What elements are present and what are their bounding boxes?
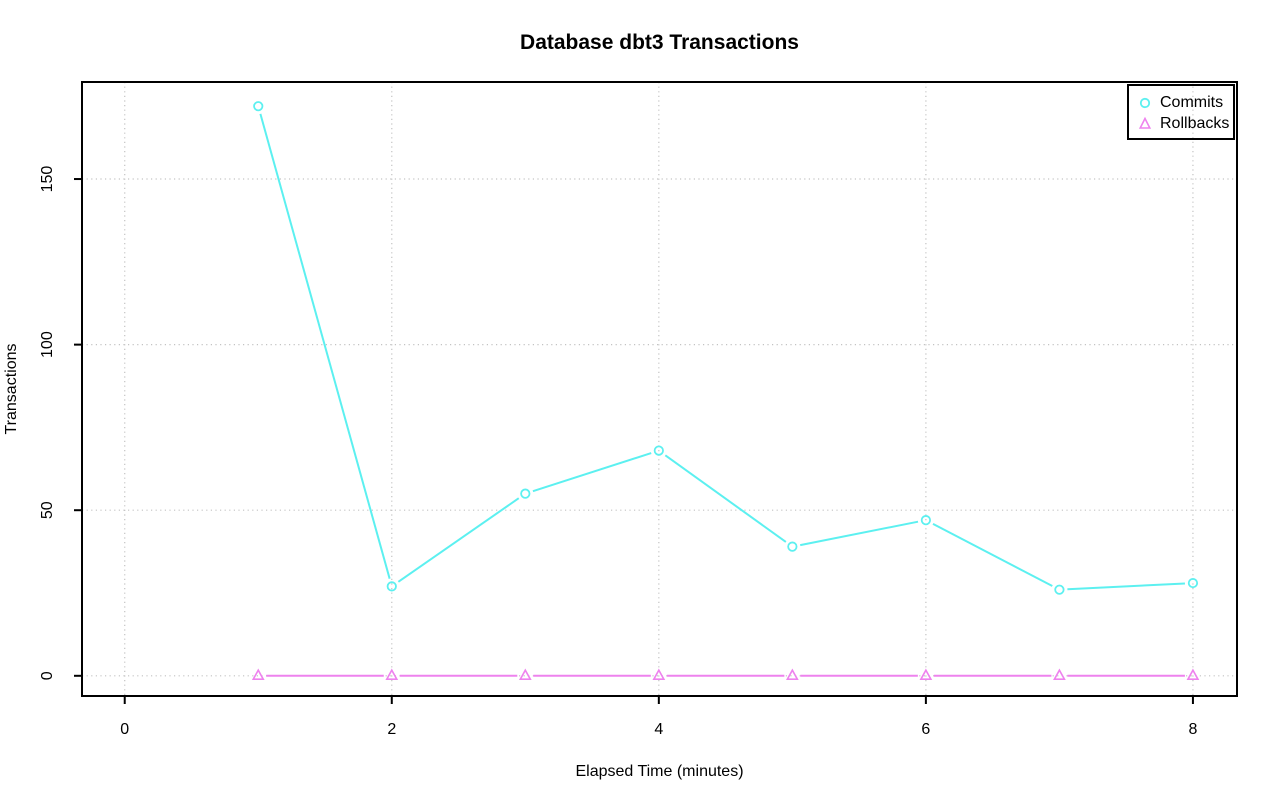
legend: Commits Rollbacks (1127, 84, 1235, 140)
chart-title: Database dbt3 Transactions (520, 31, 799, 54)
series-segment-commits (259, 113, 391, 579)
marker-commits (653, 445, 664, 456)
x-tick-label: 0 (120, 721, 129, 738)
x-axis-title: Elapsed Time (minutes) (575, 763, 743, 780)
axis-layer: 0 2 4 6 8 0 50 100 150 (39, 81, 1238, 738)
y-axis-title: Transactions (3, 344, 20, 435)
series-segment-commits (397, 497, 520, 583)
series-segment-commits (664, 454, 787, 543)
legend-label-rollbacks: Rollbacks (1160, 114, 1230, 132)
legend-triangle-marker (1138, 116, 1152, 129)
series-segment-commits (532, 452, 652, 493)
legend-item-rollbacks: Rollbacks (1129, 113, 1233, 134)
y-tick-label: 0 (39, 671, 56, 680)
marker-rollbacks (1186, 668, 1200, 680)
x-tick-label: 2 (387, 721, 396, 738)
marker-rollbacks (652, 668, 666, 680)
marker-rollbacks (518, 668, 532, 680)
x-tick-label: 6 (921, 721, 930, 738)
x-tick-label: 8 (1188, 721, 1197, 738)
y-tick-label: 50 (39, 501, 56, 519)
series-segment-commits (800, 520, 919, 547)
legend-circle-marker (1139, 97, 1151, 108)
commits-circle-icon (1139, 97, 1151, 108)
marker-commits (386, 581, 397, 592)
marker-rollbacks (251, 668, 265, 680)
marker-rollbacks (385, 668, 399, 680)
y-tick-label: 150 (39, 166, 56, 193)
marker-commits (253, 101, 264, 112)
plot-border (81, 81, 1238, 697)
series-segment-commits (932, 522, 1053, 587)
marker-rollbacks (1053, 668, 1066, 680)
rollbacks-triangle-icon (1138, 116, 1152, 129)
marker-commits (1054, 584, 1065, 595)
marker-commits (920, 515, 931, 526)
series-layer (251, 101, 1200, 680)
marker-rollbacks (785, 668, 799, 680)
legend-label-commits: Commits (1160, 93, 1224, 111)
legend-item-commits: Commits (1129, 92, 1233, 113)
y-tick-label: 100 (39, 331, 56, 358)
x-tick-label: 4 (654, 721, 663, 738)
marker-commits (1187, 577, 1199, 589)
marker-commits (787, 541, 798, 552)
series-segment-commits (1067, 582, 1185, 591)
grid-layer (82, 82, 1237, 696)
marker-rollbacks (919, 668, 933, 680)
marker-commits (520, 488, 531, 499)
